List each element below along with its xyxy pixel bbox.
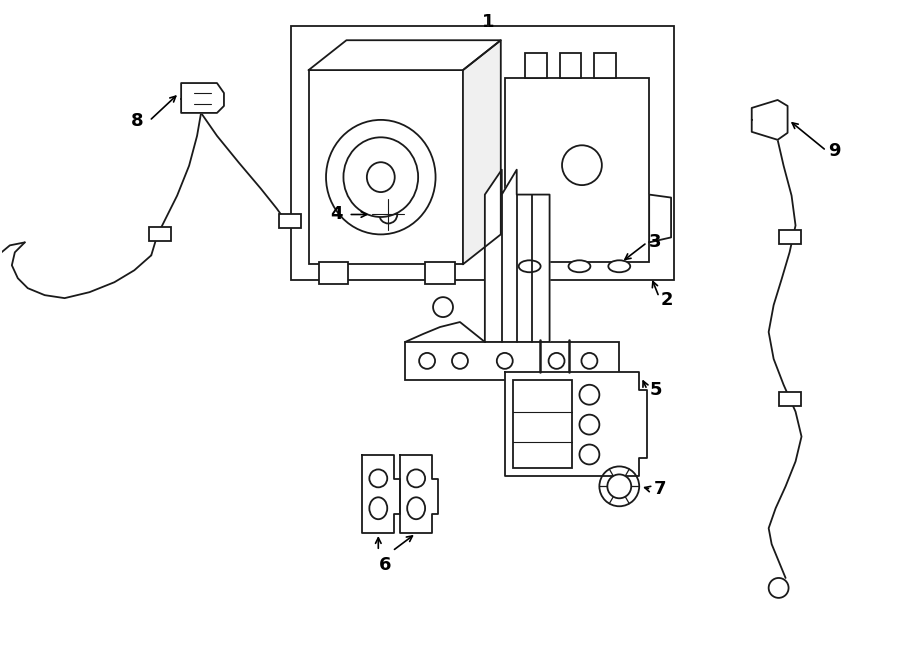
Polygon shape	[649, 195, 671, 242]
Ellipse shape	[518, 260, 541, 272]
Circle shape	[580, 414, 599, 434]
Bar	[319, 262, 348, 284]
Circle shape	[369, 469, 387, 487]
Text: 2: 2	[662, 291, 673, 309]
Bar	[309, 70, 463, 264]
Ellipse shape	[407, 497, 425, 519]
Text: 9: 9	[828, 142, 841, 160]
Circle shape	[419, 353, 435, 369]
Polygon shape	[463, 40, 500, 264]
Ellipse shape	[608, 260, 630, 272]
Circle shape	[549, 353, 564, 369]
Polygon shape	[505, 372, 647, 477]
Bar	[425, 262, 455, 284]
Circle shape	[379, 205, 397, 224]
Circle shape	[497, 353, 513, 369]
Polygon shape	[309, 40, 500, 70]
Bar	[279, 214, 301, 228]
Text: 6: 6	[379, 556, 392, 574]
Bar	[291, 26, 674, 280]
Ellipse shape	[326, 120, 436, 234]
Text: 1: 1	[482, 13, 494, 31]
Bar	[778, 230, 800, 244]
Circle shape	[599, 467, 639, 506]
Circle shape	[580, 444, 599, 465]
Bar	[594, 53, 616, 78]
Bar	[505, 78, 649, 262]
Text: 8: 8	[130, 112, 143, 130]
Circle shape	[580, 385, 599, 404]
Ellipse shape	[369, 497, 387, 519]
Text: 5: 5	[649, 381, 662, 399]
Bar	[513, 380, 572, 469]
Circle shape	[769, 578, 788, 598]
Circle shape	[608, 475, 631, 498]
Polygon shape	[485, 169, 550, 342]
Ellipse shape	[569, 260, 590, 272]
Bar	[560, 53, 581, 78]
Polygon shape	[752, 100, 788, 140]
Text: 3: 3	[649, 234, 662, 252]
Bar	[525, 53, 546, 78]
Circle shape	[433, 297, 453, 317]
Polygon shape	[181, 83, 224, 113]
Polygon shape	[400, 455, 438, 533]
Bar	[149, 228, 171, 242]
Circle shape	[581, 353, 598, 369]
Circle shape	[452, 353, 468, 369]
Bar	[405, 342, 619, 380]
Text: 4: 4	[330, 205, 343, 224]
Circle shape	[373, 199, 404, 230]
Bar	[778, 392, 800, 406]
Ellipse shape	[367, 162, 395, 192]
Text: 7: 7	[654, 481, 667, 498]
Ellipse shape	[344, 137, 418, 217]
Circle shape	[407, 469, 425, 487]
Polygon shape	[363, 455, 400, 533]
Circle shape	[562, 145, 602, 185]
